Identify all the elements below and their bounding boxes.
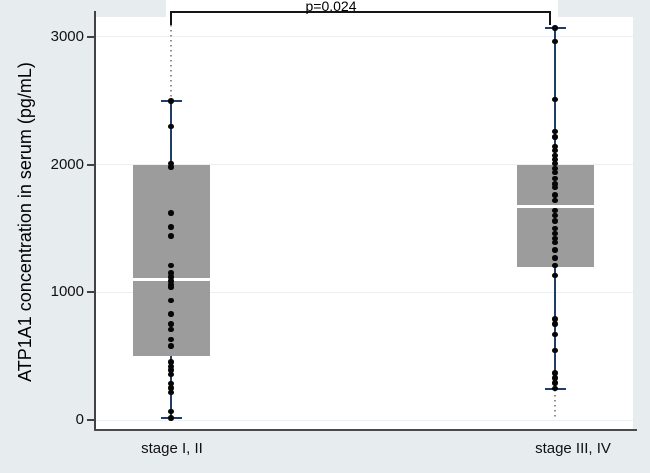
data-point (168, 321, 174, 327)
x-tick-label: stage I, II (141, 440, 203, 457)
data-point (168, 297, 174, 304)
data-point (552, 230, 558, 237)
data-point (552, 239, 558, 246)
data-point (168, 160, 174, 167)
data-point (168, 270, 174, 276)
data-point (552, 262, 558, 269)
data-point (552, 370, 558, 376)
data-point (168, 284, 174, 290)
gridline (96, 36, 633, 38)
gridline (96, 291, 633, 293)
data-point (552, 197, 558, 204)
y-axis-tick (87, 163, 94, 166)
data-point (552, 184, 558, 191)
data-point (168, 389, 174, 396)
data-point (168, 98, 174, 104)
data-point (552, 272, 558, 279)
y-axis-title: ATP1A1 concentration in serum (pg/mL) (15, 62, 35, 382)
data-point (168, 262, 174, 269)
data-point (168, 224, 174, 230)
data-point (168, 415, 174, 421)
y-axis-tick (87, 291, 94, 294)
y-axis-tick (87, 419, 94, 421)
data-point (168, 123, 174, 130)
data-point (552, 235, 558, 242)
y-axis-tick-label: 0 (75, 411, 84, 428)
data-point (168, 311, 174, 317)
data-point (552, 212, 558, 219)
x-tick-label: stage III, IV (535, 440, 611, 457)
data-point (552, 134, 558, 140)
data-point (552, 247, 558, 253)
y-axis-tick-label: 2000 (50, 155, 84, 173)
data-point (168, 164, 174, 170)
data-point (552, 147, 558, 154)
data-point (168, 367, 174, 373)
data-point (168, 380, 174, 387)
data-point (552, 156, 558, 163)
data-point (168, 233, 174, 239)
data-point (552, 192, 558, 198)
data-point (168, 210, 174, 216)
data-point (552, 38, 558, 45)
plot-area (96, 17, 633, 430)
data-point (552, 143, 558, 150)
data-point (552, 128, 558, 135)
y-axis-tick-label: 1000 (50, 283, 84, 301)
data-point (168, 343, 174, 349)
data-point (168, 336, 174, 343)
y-axis-tick (87, 35, 94, 38)
data-point (168, 274, 174, 280)
data-point (552, 225, 558, 232)
p-value-label: p=0.024 (305, 0, 357, 14)
data-point (168, 371, 174, 378)
data-point (552, 25, 558, 31)
data-point (168, 278, 174, 284)
y-axis-tick-label: 3000 (50, 27, 84, 45)
data-point (552, 321, 558, 327)
data-point (552, 255, 558, 261)
data-point (552, 375, 558, 381)
significance-bracket (170, 11, 551, 25)
data-point (168, 408, 174, 415)
gridline (96, 419, 633, 421)
data-point (552, 380, 558, 386)
data-point (168, 326, 174, 333)
x-axis-line (94, 429, 637, 431)
data-point (552, 331, 558, 338)
data-point (552, 316, 558, 322)
median-line (516, 205, 594, 209)
data-point (552, 218, 558, 224)
data-point (168, 363, 174, 370)
data-point (552, 207, 558, 214)
data-point (552, 175, 558, 182)
y-axis-line (94, 11, 96, 431)
data-point (552, 165, 558, 172)
data-point (552, 96, 558, 103)
data-point (552, 169, 558, 175)
data-point (552, 181, 558, 187)
data-point (552, 347, 558, 354)
data-point (552, 152, 558, 159)
gridline (96, 164, 633, 166)
data-point (168, 359, 174, 365)
data-point (168, 385, 174, 391)
data-point (552, 385, 558, 392)
data-point (552, 160, 558, 167)
